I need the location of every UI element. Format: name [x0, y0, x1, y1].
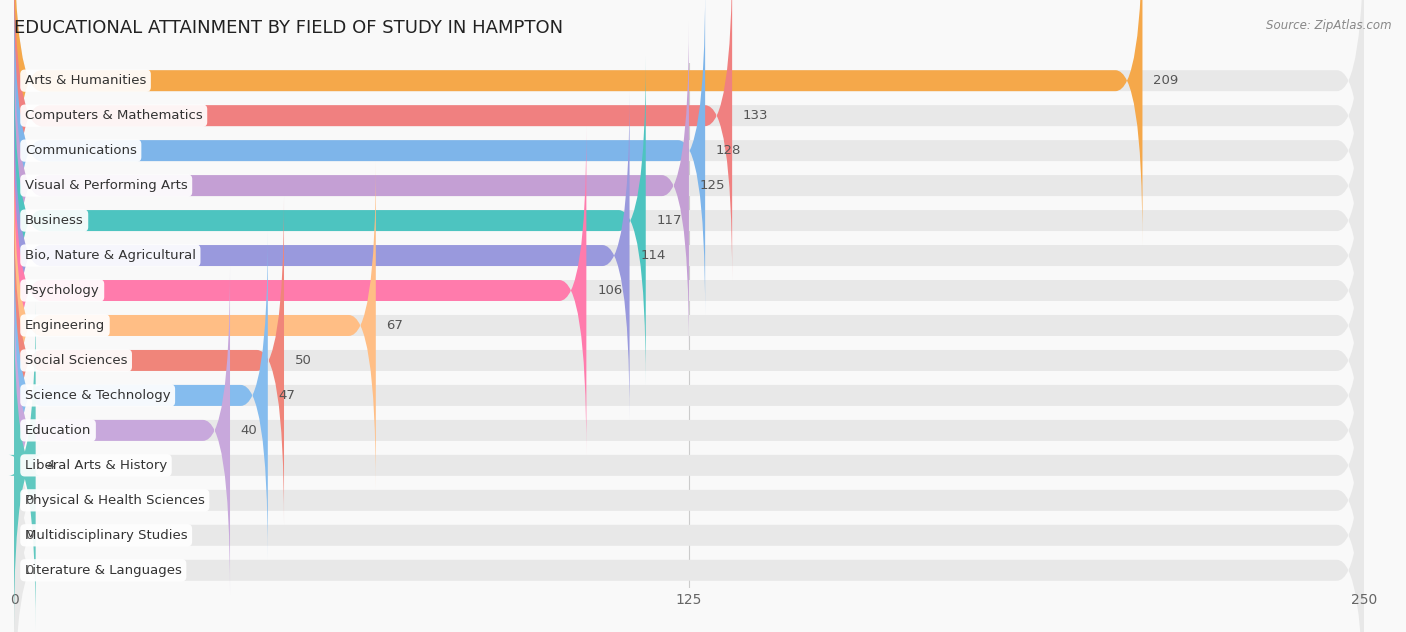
FancyBboxPatch shape	[14, 336, 1364, 632]
FancyBboxPatch shape	[14, 0, 1364, 245]
FancyBboxPatch shape	[14, 0, 1364, 280]
Text: Social Sciences: Social Sciences	[25, 354, 128, 367]
Text: Engineering: Engineering	[25, 319, 105, 332]
FancyBboxPatch shape	[14, 231, 267, 560]
FancyBboxPatch shape	[14, 371, 1364, 632]
FancyBboxPatch shape	[14, 406, 1364, 632]
Text: Literature & Languages: Literature & Languages	[25, 564, 181, 577]
FancyBboxPatch shape	[14, 91, 630, 420]
FancyBboxPatch shape	[14, 21, 1364, 350]
Text: 50: 50	[295, 354, 312, 367]
Text: Science & Technology: Science & Technology	[25, 389, 170, 402]
FancyBboxPatch shape	[14, 196, 1364, 525]
FancyBboxPatch shape	[14, 126, 1364, 455]
FancyBboxPatch shape	[14, 266, 231, 595]
Text: 117: 117	[657, 214, 682, 227]
Text: 106: 106	[598, 284, 623, 297]
Text: 40: 40	[240, 424, 257, 437]
FancyBboxPatch shape	[14, 56, 645, 385]
Text: Visual & Performing Arts: Visual & Performing Arts	[25, 179, 187, 192]
FancyBboxPatch shape	[14, 301, 1364, 629]
Text: 128: 128	[716, 144, 741, 157]
FancyBboxPatch shape	[14, 161, 1364, 490]
Text: 0: 0	[25, 564, 34, 577]
Text: 4: 4	[46, 459, 55, 472]
Text: Communications: Communications	[25, 144, 136, 157]
Text: 0: 0	[25, 529, 34, 542]
Text: Computers & Mathematics: Computers & Mathematics	[25, 109, 202, 122]
Text: Multidisciplinary Studies: Multidisciplinary Studies	[25, 529, 187, 542]
Text: EDUCATIONAL ATTAINMENT BY FIELD OF STUDY IN HAMPTON: EDUCATIONAL ATTAINMENT BY FIELD OF STUDY…	[14, 19, 564, 37]
Text: Arts & Humanities: Arts & Humanities	[25, 74, 146, 87]
Text: Physical & Health Sciences: Physical & Health Sciences	[25, 494, 205, 507]
Text: Psychology: Psychology	[25, 284, 100, 297]
FancyBboxPatch shape	[14, 56, 1364, 385]
Text: Education: Education	[25, 424, 91, 437]
Text: 0: 0	[25, 494, 34, 507]
Text: 47: 47	[278, 389, 295, 402]
FancyBboxPatch shape	[14, 161, 375, 490]
FancyBboxPatch shape	[8, 301, 41, 629]
FancyBboxPatch shape	[14, 91, 1364, 420]
Text: Bio, Nature & Agricultural: Bio, Nature & Agricultural	[25, 249, 195, 262]
FancyBboxPatch shape	[14, 0, 733, 280]
FancyBboxPatch shape	[14, 266, 1364, 595]
Text: 133: 133	[742, 109, 769, 122]
FancyBboxPatch shape	[14, 21, 689, 350]
Text: Business: Business	[25, 214, 83, 227]
FancyBboxPatch shape	[14, 231, 1364, 560]
Text: 125: 125	[700, 179, 725, 192]
Text: 209: 209	[1153, 74, 1178, 87]
FancyBboxPatch shape	[14, 0, 1364, 315]
Text: 114: 114	[640, 249, 665, 262]
Text: Liberal Arts & History: Liberal Arts & History	[25, 459, 167, 472]
Text: Source: ZipAtlas.com: Source: ZipAtlas.com	[1267, 19, 1392, 32]
FancyBboxPatch shape	[14, 0, 1143, 245]
FancyBboxPatch shape	[14, 196, 284, 525]
FancyBboxPatch shape	[14, 0, 706, 315]
FancyBboxPatch shape	[14, 126, 586, 455]
Text: 67: 67	[387, 319, 404, 332]
